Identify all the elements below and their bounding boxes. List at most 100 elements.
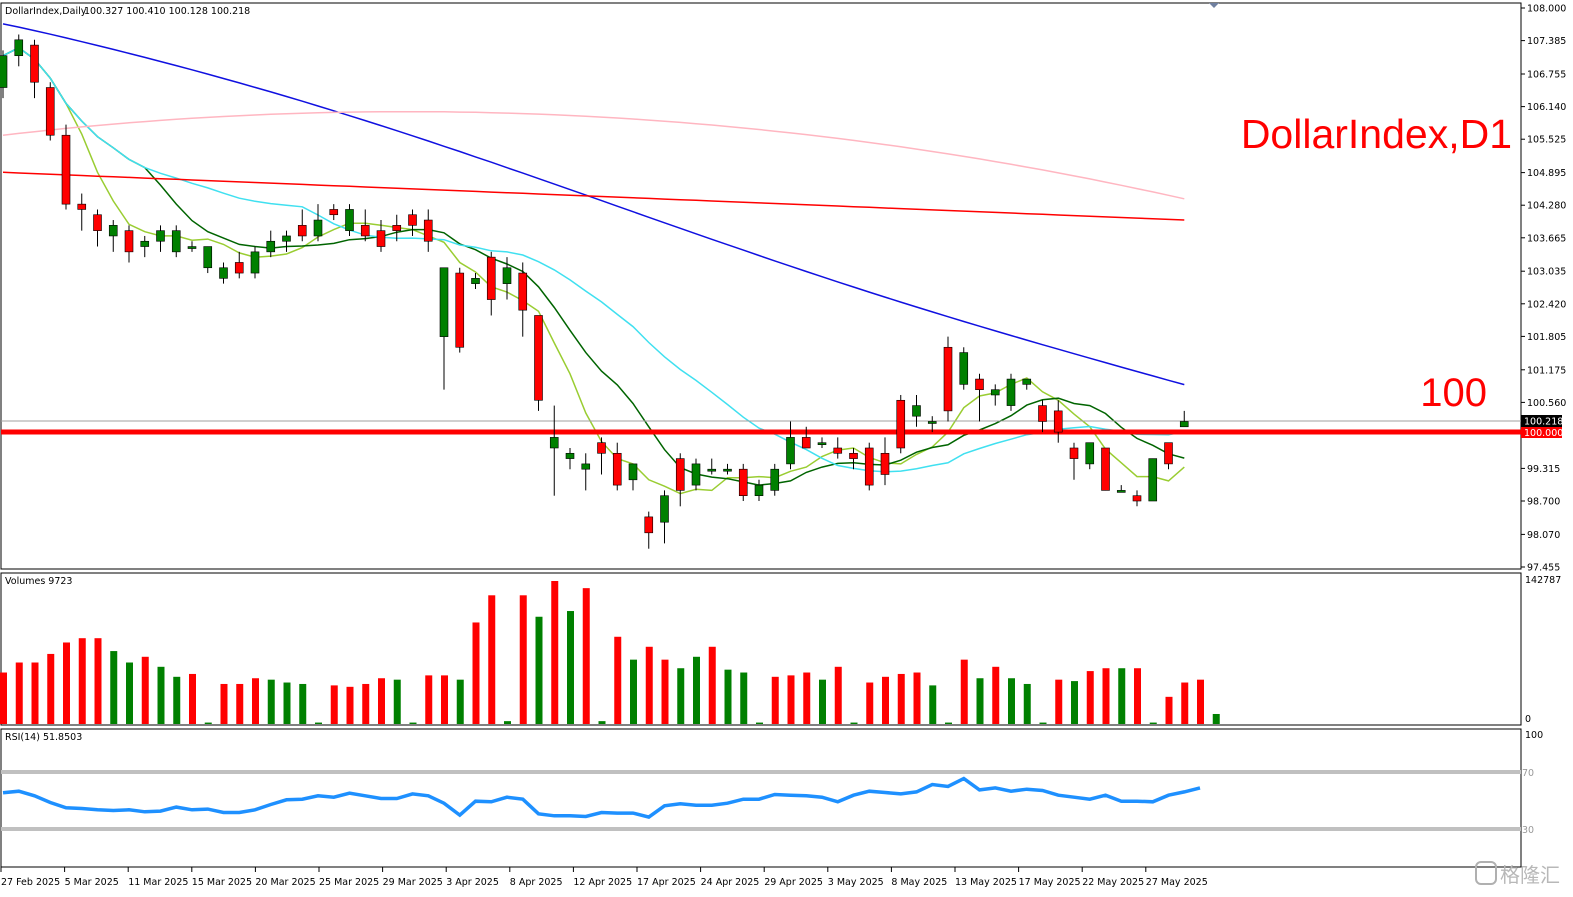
volume-bar [0,672,7,724]
date-tick-label: 24 Apr 2025 [701,877,760,888]
volume-bar [614,636,622,724]
candle-body [565,452,575,459]
candle-body [423,219,433,242]
volume-bar [441,675,448,724]
candle-body [770,468,780,491]
candle-body [754,484,764,497]
volume-bar [897,673,905,724]
candle-body [1085,442,1095,465]
date-tick-label: 8 May 2025 [891,877,947,888]
candle-body [864,447,874,486]
volume-bar [756,722,763,724]
volume-bar [330,685,338,724]
candle-body [486,256,496,300]
price-tick-label: 107.385 [1527,36,1566,47]
level-price-label: 100.000 [1524,428,1563,439]
price-tick-label: 106.755 [1527,69,1566,80]
volume-bar [1008,678,1015,724]
rsi-level-100: 100 [1525,730,1543,741]
candle-body [471,278,480,284]
volume-zero-label: 0 [1525,714,1531,725]
volume-bar [535,616,543,724]
price-tick-label: 101.175 [1527,365,1566,376]
volume-bar [31,662,39,724]
volume-bar [630,659,637,724]
candle-body [880,452,890,475]
volume-bar [204,722,212,724]
candle-body [927,421,937,424]
volume-bar [189,673,196,724]
date-tick-label: 29 Apr 2025 [764,877,823,888]
ma-pink-line [2,110,1185,200]
volume-bar [803,672,811,724]
volume-bar [992,666,1000,724]
candle-body [738,468,748,497]
candle-body [329,209,339,216]
date-tick-label: 3 May 2025 [828,877,884,888]
candle-body [959,352,969,385]
candle-body [660,495,669,523]
volume-bar [283,682,291,724]
volume-bar [472,622,480,724]
date-tick-label: 17 Apr 2025 [637,877,696,888]
volume-bar [960,659,968,724]
moving-averages [2,23,1185,495]
volume-bar [126,662,133,724]
volume-bar [47,653,55,724]
candle-body [345,209,354,231]
candle-body [313,219,323,237]
candle-body [1164,442,1173,465]
candle-body [140,240,150,247]
ohlc-readout: 100.327 100.410 100.128 100.218 [84,6,250,17]
volume-bar [267,679,275,724]
scroll-marker-icon[interactable] [1209,3,1219,8]
current-price-tag [1521,415,1562,427]
price-tick-label: 99.315 [1527,464,1560,475]
candle-body [0,55,8,88]
ma-red-line [2,171,1185,221]
volume-bar [582,588,590,724]
volume-max-label: 142787 [1525,575,1561,586]
volume-bar [866,682,874,724]
candle-body [833,447,843,454]
candle-body [801,437,811,449]
price-tick-label: 103.035 [1527,267,1566,278]
date-tick-label: 22 May 2025 [1082,877,1144,888]
date-tick-label: 17 May 2025 [1019,877,1081,888]
candle-body [219,267,228,279]
candle-body [455,272,465,348]
candle-body [376,230,386,247]
ma-blue-line [2,23,1185,386]
candle-body [203,246,213,269]
candle-body [1179,421,1189,428]
candle-body [93,214,102,231]
candle-body [61,134,71,205]
candle-body [975,378,984,390]
watermark-logo-icon [1475,861,1497,885]
volume-bar [157,666,165,724]
candle-body [408,214,417,226]
price-tick-label: 98.700 [1527,497,1560,508]
volume-bar [1165,696,1173,724]
candle-body [723,468,732,472]
price-pane [0,2,1522,570]
candle-body [597,442,606,454]
date-tick-label: 11 Mar 2025 [128,877,188,888]
price-tick-label: 104.895 [1527,168,1566,179]
volume-bar [567,611,574,724]
date-tick-label: 15 Mar 2025 [192,877,252,888]
volume-bar [661,659,669,724]
price-tick-label: 100.560 [1527,398,1566,409]
candle-body [45,87,55,136]
candle-body [1006,378,1016,406]
volume-bar [598,721,606,724]
price-tick-label: 102.420 [1527,299,1566,310]
rsi-level-70: 70 [1522,768,1534,779]
volume-bar [740,672,748,724]
volume-bar [456,679,464,724]
volume-bar [141,656,149,724]
volume-pane [0,572,1522,726]
candle-body [612,452,622,486]
candle-body [171,230,181,253]
rsi-line [2,776,1201,819]
